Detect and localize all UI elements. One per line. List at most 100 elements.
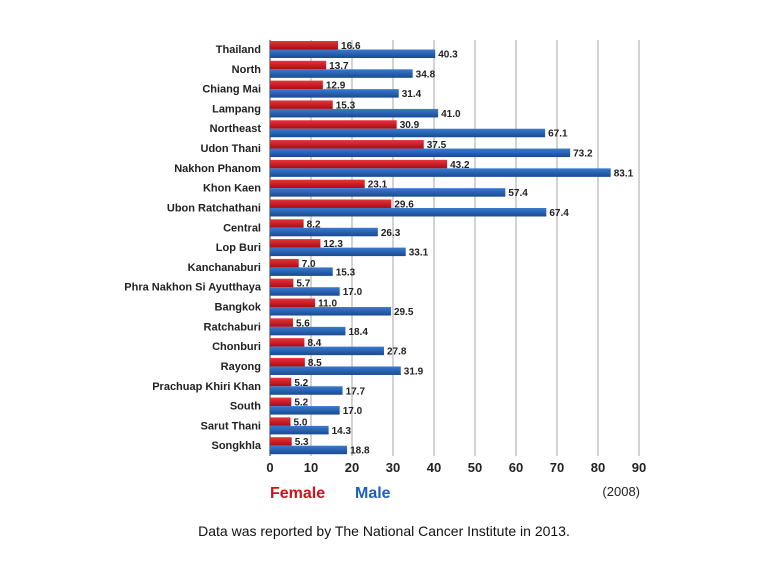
bar-male <box>270 307 391 316</box>
data-label-female: 37.5 <box>427 140 447 151</box>
footer-source: Data was reported by The National Cancer… <box>198 523 570 539</box>
bar-male <box>270 425 329 435</box>
bar-male <box>270 326 346 336</box>
bar-female <box>270 219 304 228</box>
data-label-male: 83.1 <box>614 168 634 179</box>
bar-male <box>270 168 611 177</box>
category-labels: Thailand North Chiang Mai Lampang Northeast U… <box>124 44 262 452</box>
category-label: North <box>232 64 262 76</box>
data-label-male: 26.3 <box>381 228 401 239</box>
data-label-female: 5.7 <box>296 279 310 290</box>
category-label: Lampang <box>212 103 261 115</box>
bar-male <box>270 89 399 98</box>
category-label: Lop Buri <box>216 242 261 254</box>
data-label-female: 5.0 <box>294 417 308 428</box>
bar-female <box>270 41 339 50</box>
x-tick-label: 50 <box>468 460 482 475</box>
bar-male <box>270 386 343 395</box>
category-label: Nakhon Phanom <box>174 163 261 175</box>
bar-female <box>270 199 392 208</box>
data-label-female: 5.3 <box>295 437 309 448</box>
legend-male: Male <box>355 485 391 502</box>
bar-female <box>270 278 294 288</box>
bar-female <box>270 60 327 70</box>
bar-male <box>270 287 340 296</box>
data-label-male: 31.4 <box>402 89 422 100</box>
bar-female <box>270 179 365 189</box>
bar-male <box>270 148 571 158</box>
data-label-female: 13.7 <box>329 61 349 72</box>
bar-male <box>270 49 436 58</box>
data-label-male: 34.8 <box>416 69 436 80</box>
bar-male <box>270 346 384 356</box>
x-tick-label: 80 <box>591 460 605 475</box>
bar-female <box>270 338 305 347</box>
data-label-female: 43.2 <box>450 160 470 171</box>
bar-female <box>270 397 292 407</box>
bar-female <box>270 140 424 149</box>
year-note: (2008) <box>602 484 640 499</box>
category-label: Ubon Ratchathani <box>167 202 261 214</box>
data-label-male: 17.0 <box>343 287 363 298</box>
data-label-male: 73.2 <box>573 149 593 160</box>
data-label-female: 29.6 <box>394 199 414 210</box>
category-label: Rayong <box>221 361 261 373</box>
data-label-male: 67.4 <box>549 208 569 219</box>
data-label-female: 30.9 <box>400 120 420 131</box>
bar-female <box>270 100 333 109</box>
bar-male <box>270 406 340 415</box>
data-label-male: 41.0 <box>441 109 461 120</box>
data-label-male: 18.4 <box>348 327 368 338</box>
data-label-male: 18.8 <box>350 446 370 457</box>
category-label: Ratchaburi <box>204 321 261 333</box>
bar-male <box>270 108 439 118</box>
category-label: Udon Thani <box>201 143 262 155</box>
legend-female: Female <box>270 485 325 502</box>
data-label-female: 5.6 <box>296 318 310 329</box>
category-label: Central <box>223 222 261 234</box>
data-label-male: 14.3 <box>332 426 352 437</box>
data-label-female: 12.9 <box>326 81 346 92</box>
category-label: Songkhla <box>211 440 261 452</box>
bar-female <box>270 437 292 446</box>
x-tick-label: 90 <box>632 460 646 475</box>
bar-female <box>270 258 299 268</box>
data-label-female: 15.3 <box>336 100 356 111</box>
x-tick-label: 60 <box>509 460 523 475</box>
bars: 16.6 40.3 13.7 34.8 12.9 31.4 15.3 41.0 30.9 67.1… <box>270 41 634 457</box>
bar-female <box>270 377 292 387</box>
data-label-female: 11.0 <box>318 299 337 310</box>
bar-male <box>270 69 413 78</box>
data-label-female: 5.2 <box>294 378 308 389</box>
bar-female <box>270 120 397 129</box>
category-label: Sarut Thani <box>200 420 261 432</box>
x-tick-label: 20 <box>345 460 359 475</box>
bar-male <box>270 247 406 257</box>
category-label: Bangkok <box>215 302 262 314</box>
data-label-female: 16.6 <box>341 41 361 52</box>
bar-male <box>270 267 333 276</box>
bar-female <box>270 357 305 367</box>
data-label-female: 23.1 <box>368 180 388 191</box>
bar-female <box>270 159 448 169</box>
category-label: South <box>230 401 261 413</box>
data-label-female: 8.2 <box>307 219 321 230</box>
bar-female <box>270 318 293 327</box>
data-label-male: 17.0 <box>343 406 363 417</box>
bar-male <box>270 227 378 237</box>
data-label-female: 8.5 <box>308 358 322 369</box>
category-label: Khon Kaen <box>203 183 261 195</box>
category-label: Phra Nakhon Si Ayutthaya <box>124 282 262 294</box>
category-label: Northeast <box>210 123 262 135</box>
data-label-male: 15.3 <box>336 267 356 278</box>
data-label-male: 57.4 <box>508 188 528 199</box>
data-label-male: 67.1 <box>548 129 568 140</box>
x-tick-label: 70 <box>550 460 564 475</box>
data-label-male: 27.8 <box>387 347 407 358</box>
data-label-male: 17.7 <box>346 386 366 397</box>
bar-male <box>270 366 401 375</box>
data-label-female: 8.4 <box>307 338 321 349</box>
data-label-male: 31.9 <box>404 366 424 377</box>
x-tick-label: 40 <box>427 460 441 475</box>
data-label-female: 7.0 <box>302 259 316 270</box>
